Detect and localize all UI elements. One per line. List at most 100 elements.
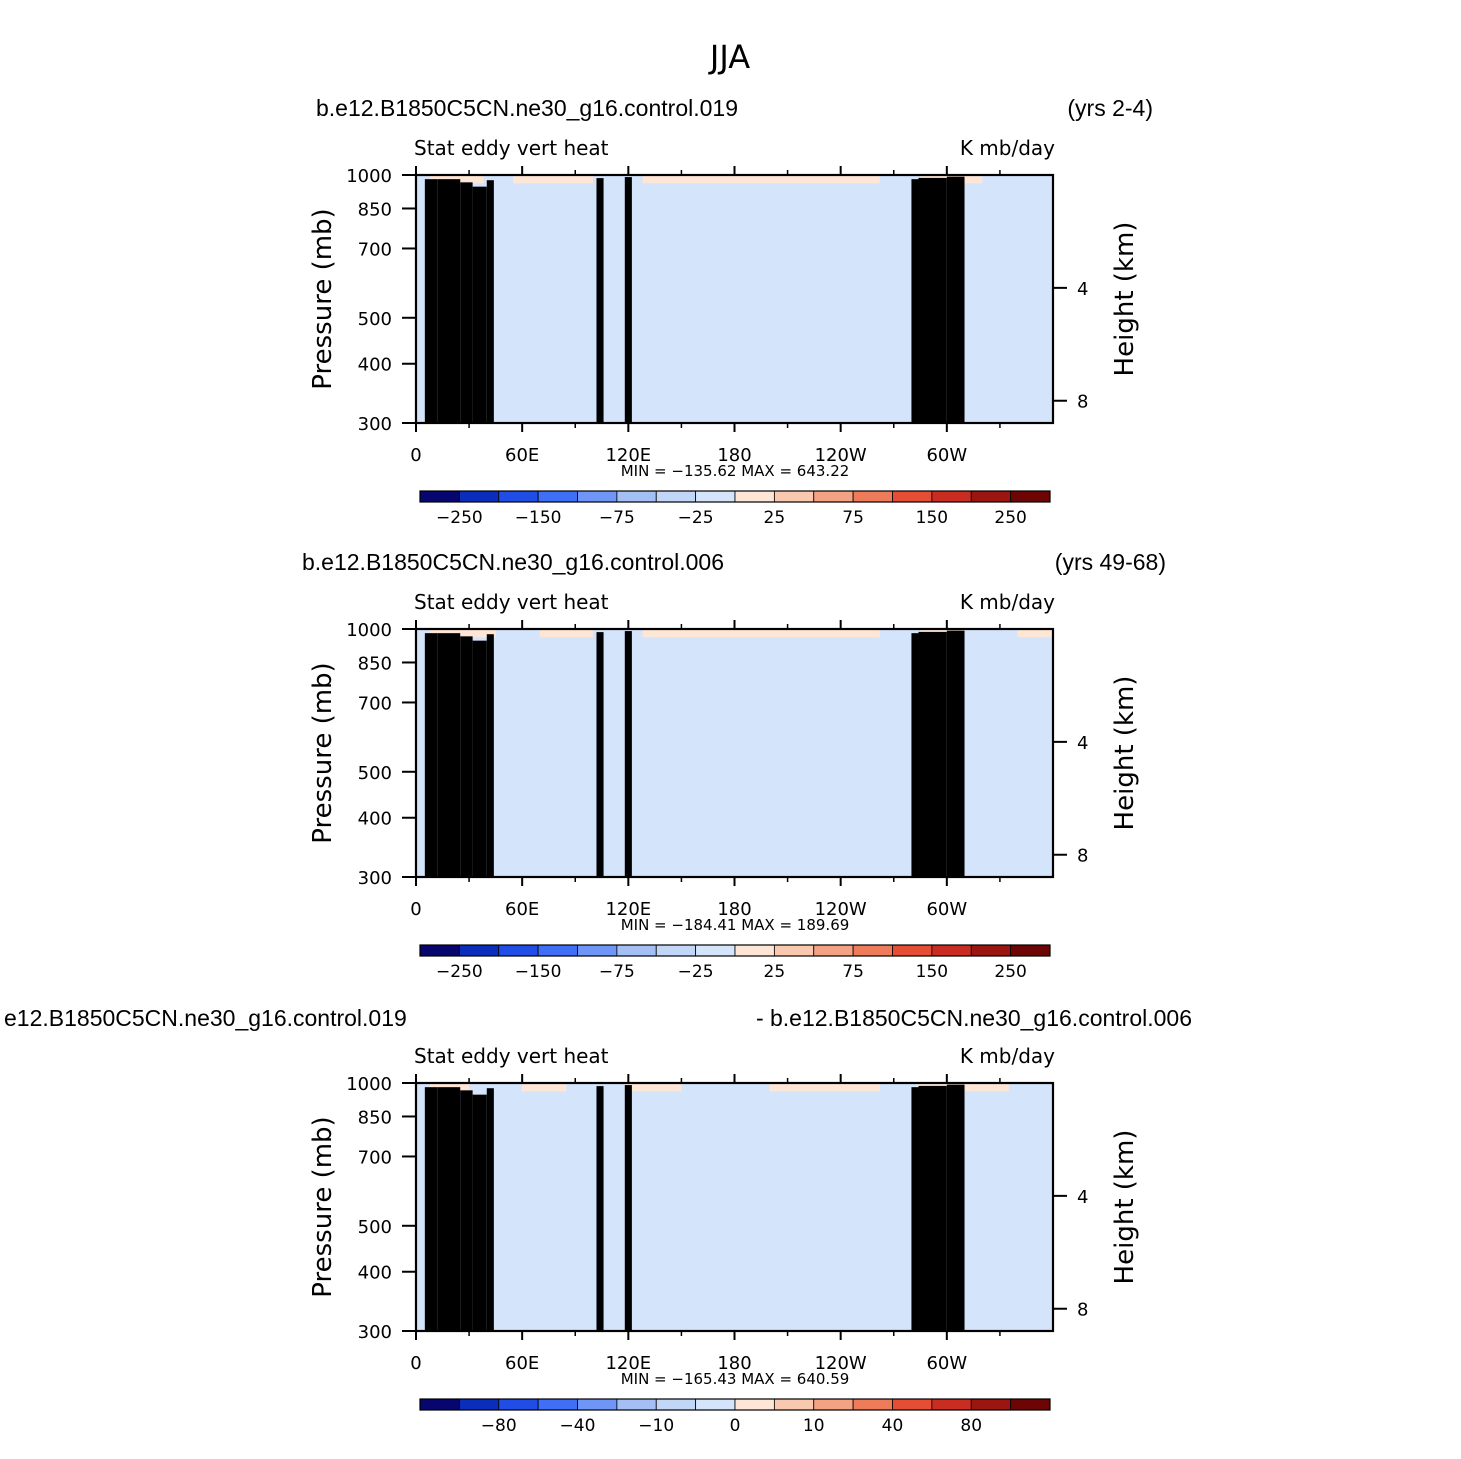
colorbar-label: 80 [960,1416,982,1436]
y-right-tick-label: 8 [1077,846,1088,867]
colorbar: −250 −150 −75 −25 25 75 150 250 [419,490,1051,528]
topography [596,1086,604,1331]
y-right-tick-label: 4 [1077,279,1088,300]
colorbar-box [892,944,933,957]
topography [424,633,438,877]
y-tick-label: 300 [358,868,392,889]
case-name-right: - b.e12.B1850C5CN.ne30_g16.control.006 [756,1005,1192,1031]
colorbar-label: 25 [764,508,786,528]
colorbar-box [813,944,854,957]
min-max-label: MIN = −184.41 MAX = 189.69 [621,916,850,934]
topography [472,186,487,423]
colorbar-box [458,944,500,957]
y-tick-label: 700 [358,1147,392,1168]
colorbar-box [616,944,657,957]
topography [911,1087,919,1331]
colorbar-box [537,1398,578,1411]
colorbar-label: −80 [481,1416,517,1436]
colorbar-label: −75 [599,508,635,528]
x-tick-label: 60E [505,445,539,466]
colorbar-box [655,490,697,503]
y-tick-label: 500 [358,763,392,784]
topography [437,179,461,423]
x-tick-label: 180 [717,445,751,466]
colorbar-label: −250 [436,508,483,528]
x-tick-label: 0 [410,899,421,920]
colorbar-label: −25 [678,962,714,982]
colorbar-label: −150 [515,508,562,528]
colorbar-label: −75 [599,962,635,982]
colorbar-box [773,944,815,957]
colorbar-box [458,1398,500,1411]
x-tick-label: 0 [410,1353,421,1374]
colorbar-box [813,490,854,503]
y-right-tick-label: 4 [1077,733,1088,754]
page-title: JJA [708,38,750,76]
case-name: b.e12.B1850C5CN.ne30_g16.control.006 [302,549,724,575]
topography [460,1090,473,1331]
colorbar-label: 75 [842,508,864,528]
topography [437,633,461,877]
colorbar-label: 250 [994,508,1026,528]
colorbar-frame [419,1398,1051,1411]
y-axis-title: Pressure (mb) [308,208,338,389]
colorbar-box [892,490,933,503]
topography [460,636,473,877]
colorbar-box [1010,944,1051,957]
topography [946,1084,965,1331]
colorbar-box [931,1398,972,1411]
x-tick-label: 60E [505,1353,539,1374]
topography [424,1087,438,1331]
x-tick-label: 60E [505,899,539,920]
y-tick-label: 500 [358,1217,392,1238]
years-label: (yrs 49-68) [1055,549,1166,575]
y-tick-label: 300 [358,1322,392,1343]
topography [946,630,965,877]
y-tick-label: 1000 [346,620,392,641]
topography [911,179,919,423]
colorbar-frame [419,944,1051,957]
colorbar: −250 −150 −75 −25 25 75 150 250 [419,944,1051,982]
y-right-axis-title: Height (km) [1110,222,1140,377]
colorbar-box [734,944,775,957]
y-right-axis-title: Height (km) [1110,1130,1140,1285]
topography [911,633,919,877]
variable-title: Stat eddy vert heat [414,590,609,614]
colorbar-box [577,944,618,957]
chart-panel-3: e12.B1850C5CN.ne30_g16.control.019 - b.e1… [4,1005,1192,1436]
colorbar-box [773,490,815,503]
min-max-label: MIN = −135.62 MAX = 643.22 [621,462,850,480]
y-tick-label: 850 [358,199,392,220]
topography [596,632,604,877]
topography [437,1087,461,1331]
colorbar-box [419,1398,460,1411]
x-tick-label: 60W [926,899,967,920]
colorbar-label: 250 [994,962,1026,982]
colorbar-label: −10 [638,1416,674,1436]
colorbar-box [1010,1398,1051,1411]
colorbar-box [695,490,736,503]
topography [596,178,604,423]
colorbar-box [970,944,1012,957]
topography [424,179,438,423]
topography [624,631,632,877]
variable-title: Stat eddy vert heat [414,1044,609,1068]
topography [624,177,632,423]
x-tick-label: 120E [605,899,651,920]
x-tick-label: 120W [815,445,867,466]
x-tick-label: 120E [605,445,651,466]
colorbar-box [498,490,539,503]
colorbar-box [419,490,460,503]
years-label: (yrs 2-4) [1067,95,1153,121]
topography [918,1085,947,1331]
colorbar-box [616,1398,657,1411]
x-tick-label: 120W [815,1353,867,1374]
y-axis-title: Pressure (mb) [308,1116,338,1297]
colorbar-label: 150 [916,962,948,982]
chart-panel-2: b.e12.B1850C5CN.ne30_g16.control.006 (yrs… [302,549,1166,982]
y-axis-title: Pressure (mb) [308,662,338,843]
colorbar-box [852,944,893,957]
y-tick-label: 850 [358,653,392,674]
topography [486,180,494,423]
